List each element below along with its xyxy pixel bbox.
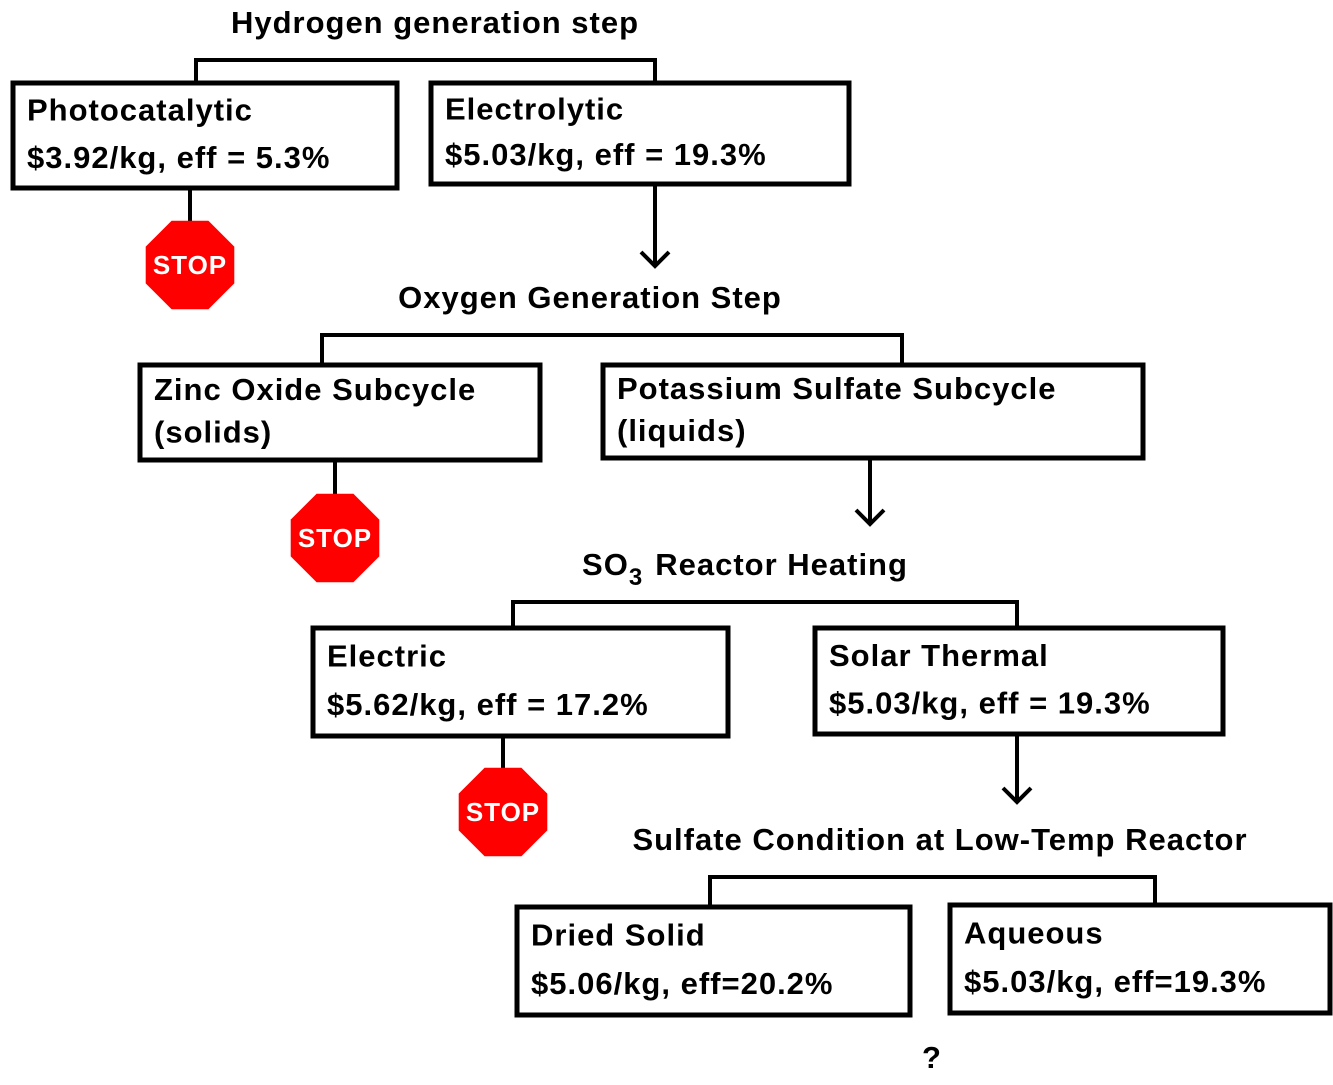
option-box [137,362,543,463]
option-label: Solar Thermal [829,638,1049,673]
subscript: 3 [629,564,643,591]
option-detail: $5.03/kg, eff = 19.3% [445,137,767,172]
option-label: Electrolytic [445,91,624,126]
stop-text: STOP [466,797,540,827]
connectors [188,58,1157,907]
option-box [310,625,731,739]
stop-sign [458,767,548,857]
outcome: ? [922,1040,942,1075]
option-detail: (solids) [154,415,272,450]
step-title: Sulfate Condition at Low-Temp Reactor [632,822,1247,857]
title-part: SO [582,547,629,582]
option-label: Aqueous [964,915,1104,950]
option-label: Photocatalytic [27,93,253,128]
option-detail: (liquids) [617,413,747,448]
arrow [854,458,886,527]
title-part: Reactor Heating [655,547,908,582]
stop-sign [290,493,380,583]
option-detail: $3.92/kg, eff = 5.3% [27,140,330,175]
option-label: Electric [327,638,447,673]
option-box [514,904,913,1018]
step-title: Hydrogen generation step [231,5,639,40]
option-box [428,80,852,187]
step-title: Oxygen Generation Step [398,280,782,315]
option-box [947,902,1333,1016]
option-box [812,625,1226,737]
option-detail: $5.03/kg, eff = 19.3% [829,686,1151,721]
option-detail: $5.06/kg, eff=20.2% [531,966,833,1001]
bracket [511,600,1019,628]
stop-sign [145,220,235,310]
option-label: Zinc Oxide Subcycle [154,372,476,407]
bracket [194,58,657,82]
option-detail: $5.62/kg, eff = 17.2% [327,687,649,722]
option-label: Dried Solid [531,917,706,952]
option-detail: $5.03/kg, eff=19.3% [964,964,1266,999]
option-box [600,362,1146,461]
bracket [708,875,1157,907]
arrow [1001,734,1033,805]
stop-text: STOP [153,250,227,280]
bracket [320,333,904,365]
option-label: Potassium Sulfate Subcycle [617,371,1056,406]
step-title: SO3 Reactor Heating [582,547,908,591]
option-box [10,80,400,191]
stop-text: STOP [298,523,372,553]
arrow [639,184,671,269]
